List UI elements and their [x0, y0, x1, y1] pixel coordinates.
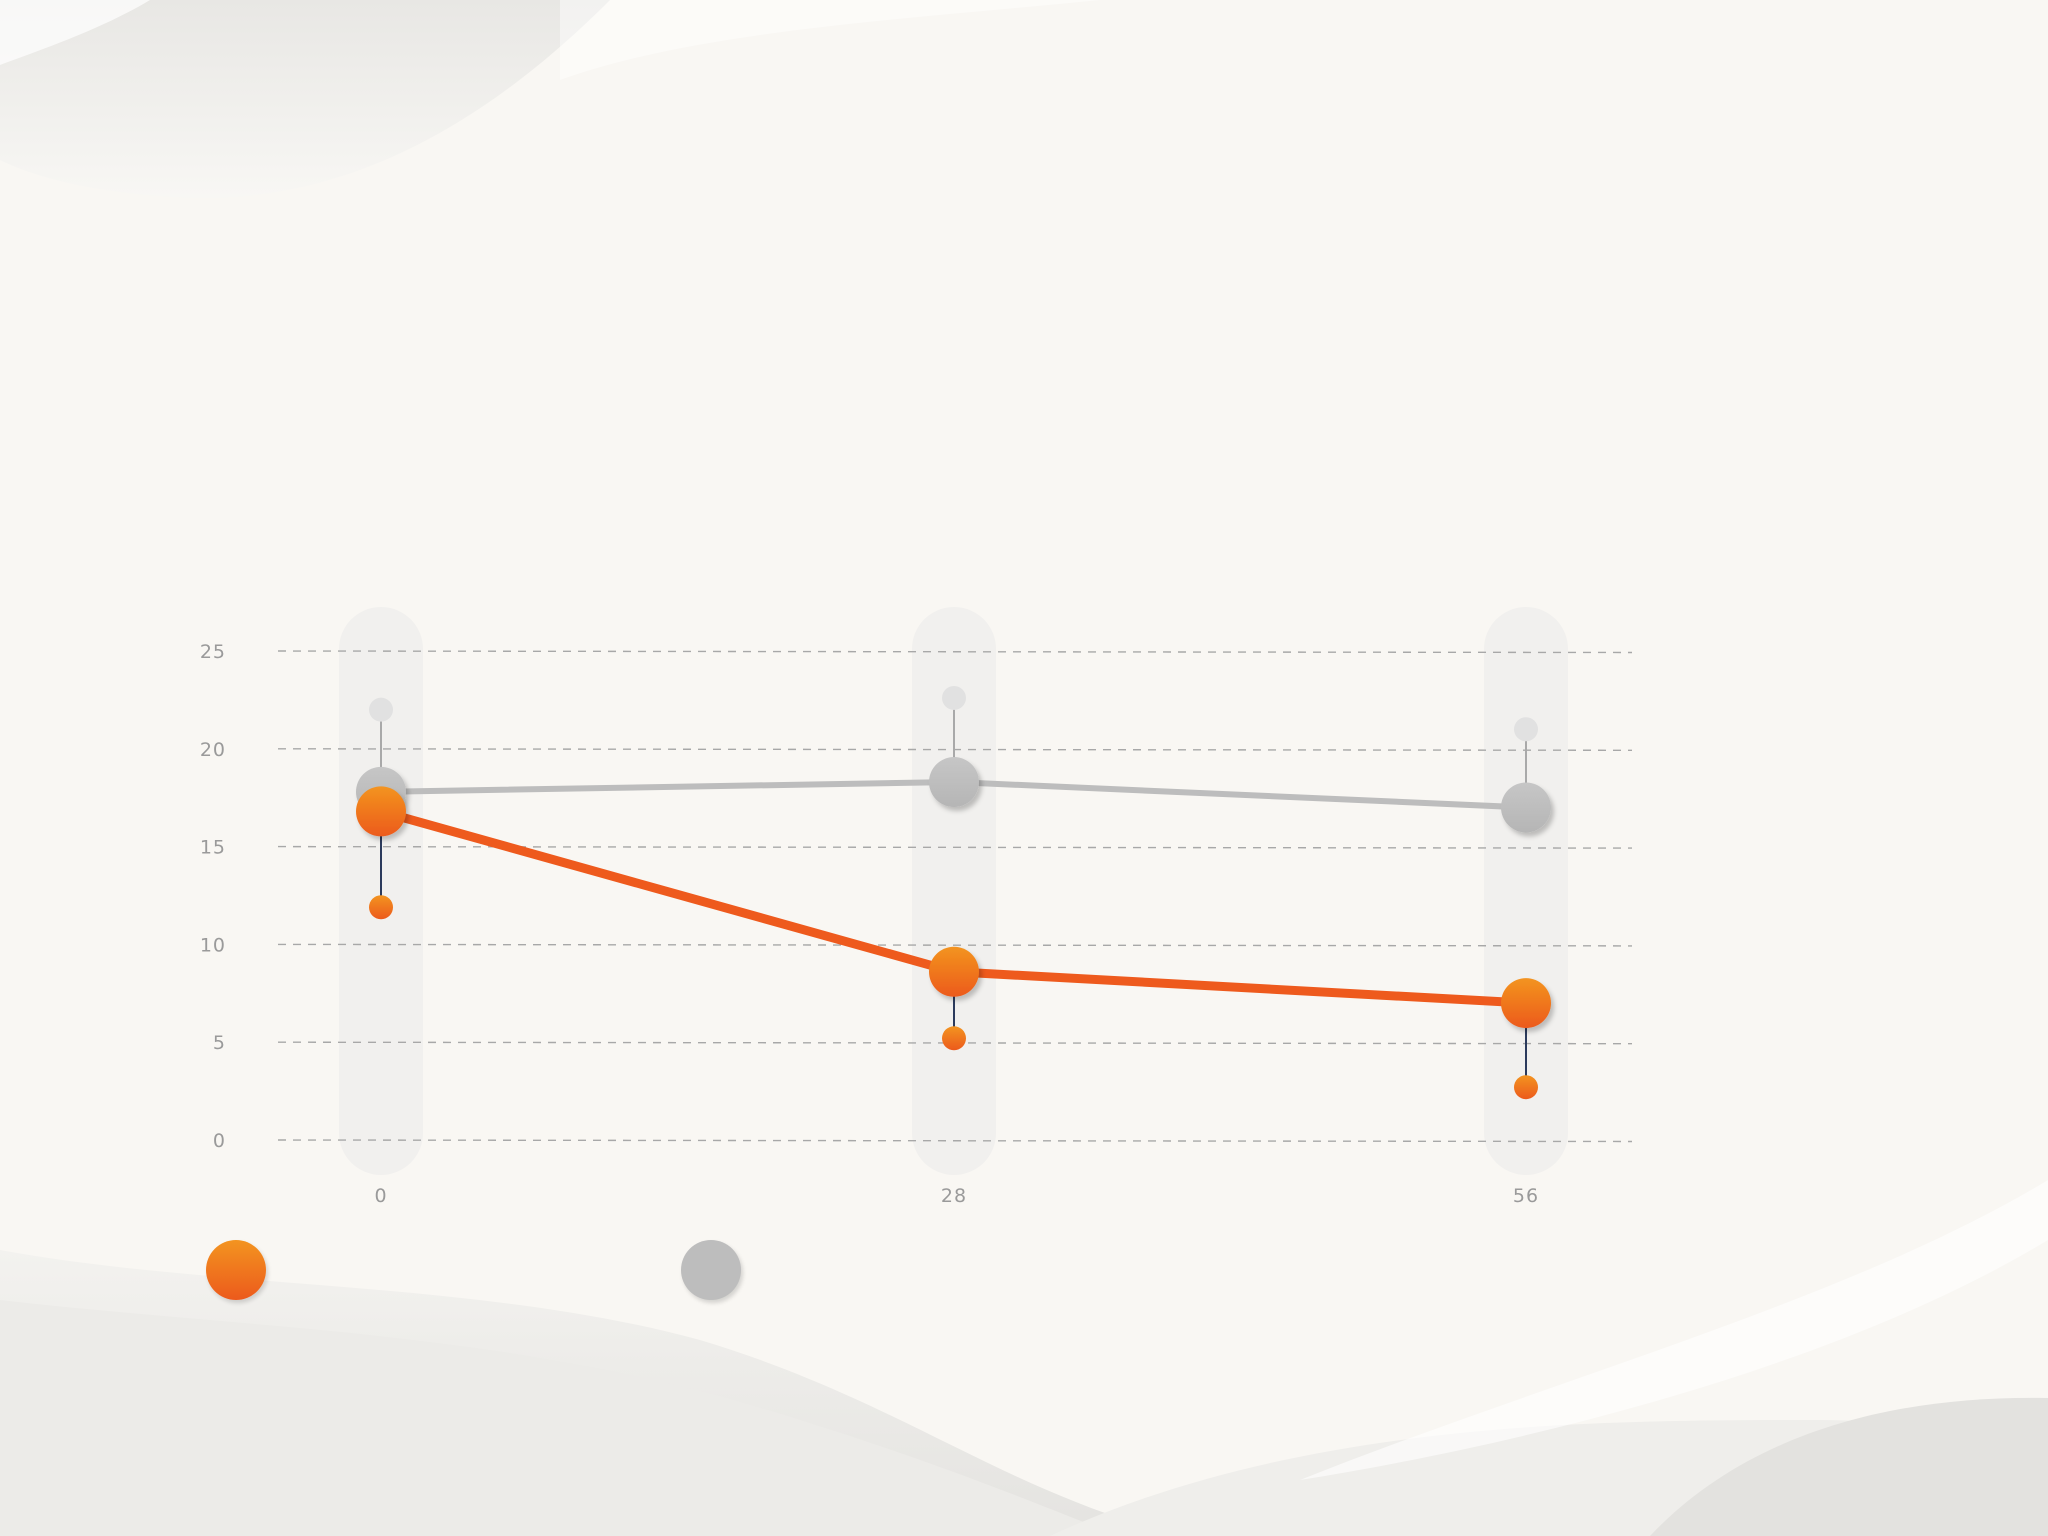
treatment-data-point	[1501, 978, 1551, 1029]
control-data-point	[1501, 782, 1551, 833]
x-tick-label: 28	[941, 1185, 967, 1207]
control-whisker-cap	[1514, 717, 1538, 742]
control-whisker-cap	[942, 685, 966, 710]
y-tick-label: 20	[200, 739, 226, 761]
legend-swatch-control	[681, 1240, 741, 1300]
y-tick-label: 15	[200, 837, 226, 859]
legend-item-control	[681, 1240, 741, 1300]
y-tick-label: 25	[200, 641, 226, 663]
gridline-25	[277, 650, 1633, 654]
gridline-0	[277, 1139, 1633, 1143]
y-tick-label: 10	[200, 934, 226, 956]
treatment-data-point	[929, 946, 979, 997]
treatment-whisker-cap	[942, 1026, 966, 1051]
control-data-point	[929, 757, 979, 808]
y-tick-label: 0	[213, 1130, 226, 1152]
treatment-whisker-cap	[1514, 1075, 1538, 1100]
treatment-data-point	[356, 786, 406, 837]
x-band-56	[1484, 607, 1568, 1175]
gridline-15	[277, 845, 1633, 849]
legend-item-treatment	[206, 1240, 266, 1300]
x-tick-label: 56	[1513, 1185, 1539, 1207]
legend-swatch-treatment	[206, 1240, 266, 1300]
treatment-whisker-cap	[369, 895, 393, 920]
gridline-10	[277, 943, 1633, 947]
y-tick-label: 5	[213, 1032, 226, 1054]
x-tick-label: 0	[374, 1185, 387, 1207]
control-whisker-cap	[369, 697, 393, 722]
